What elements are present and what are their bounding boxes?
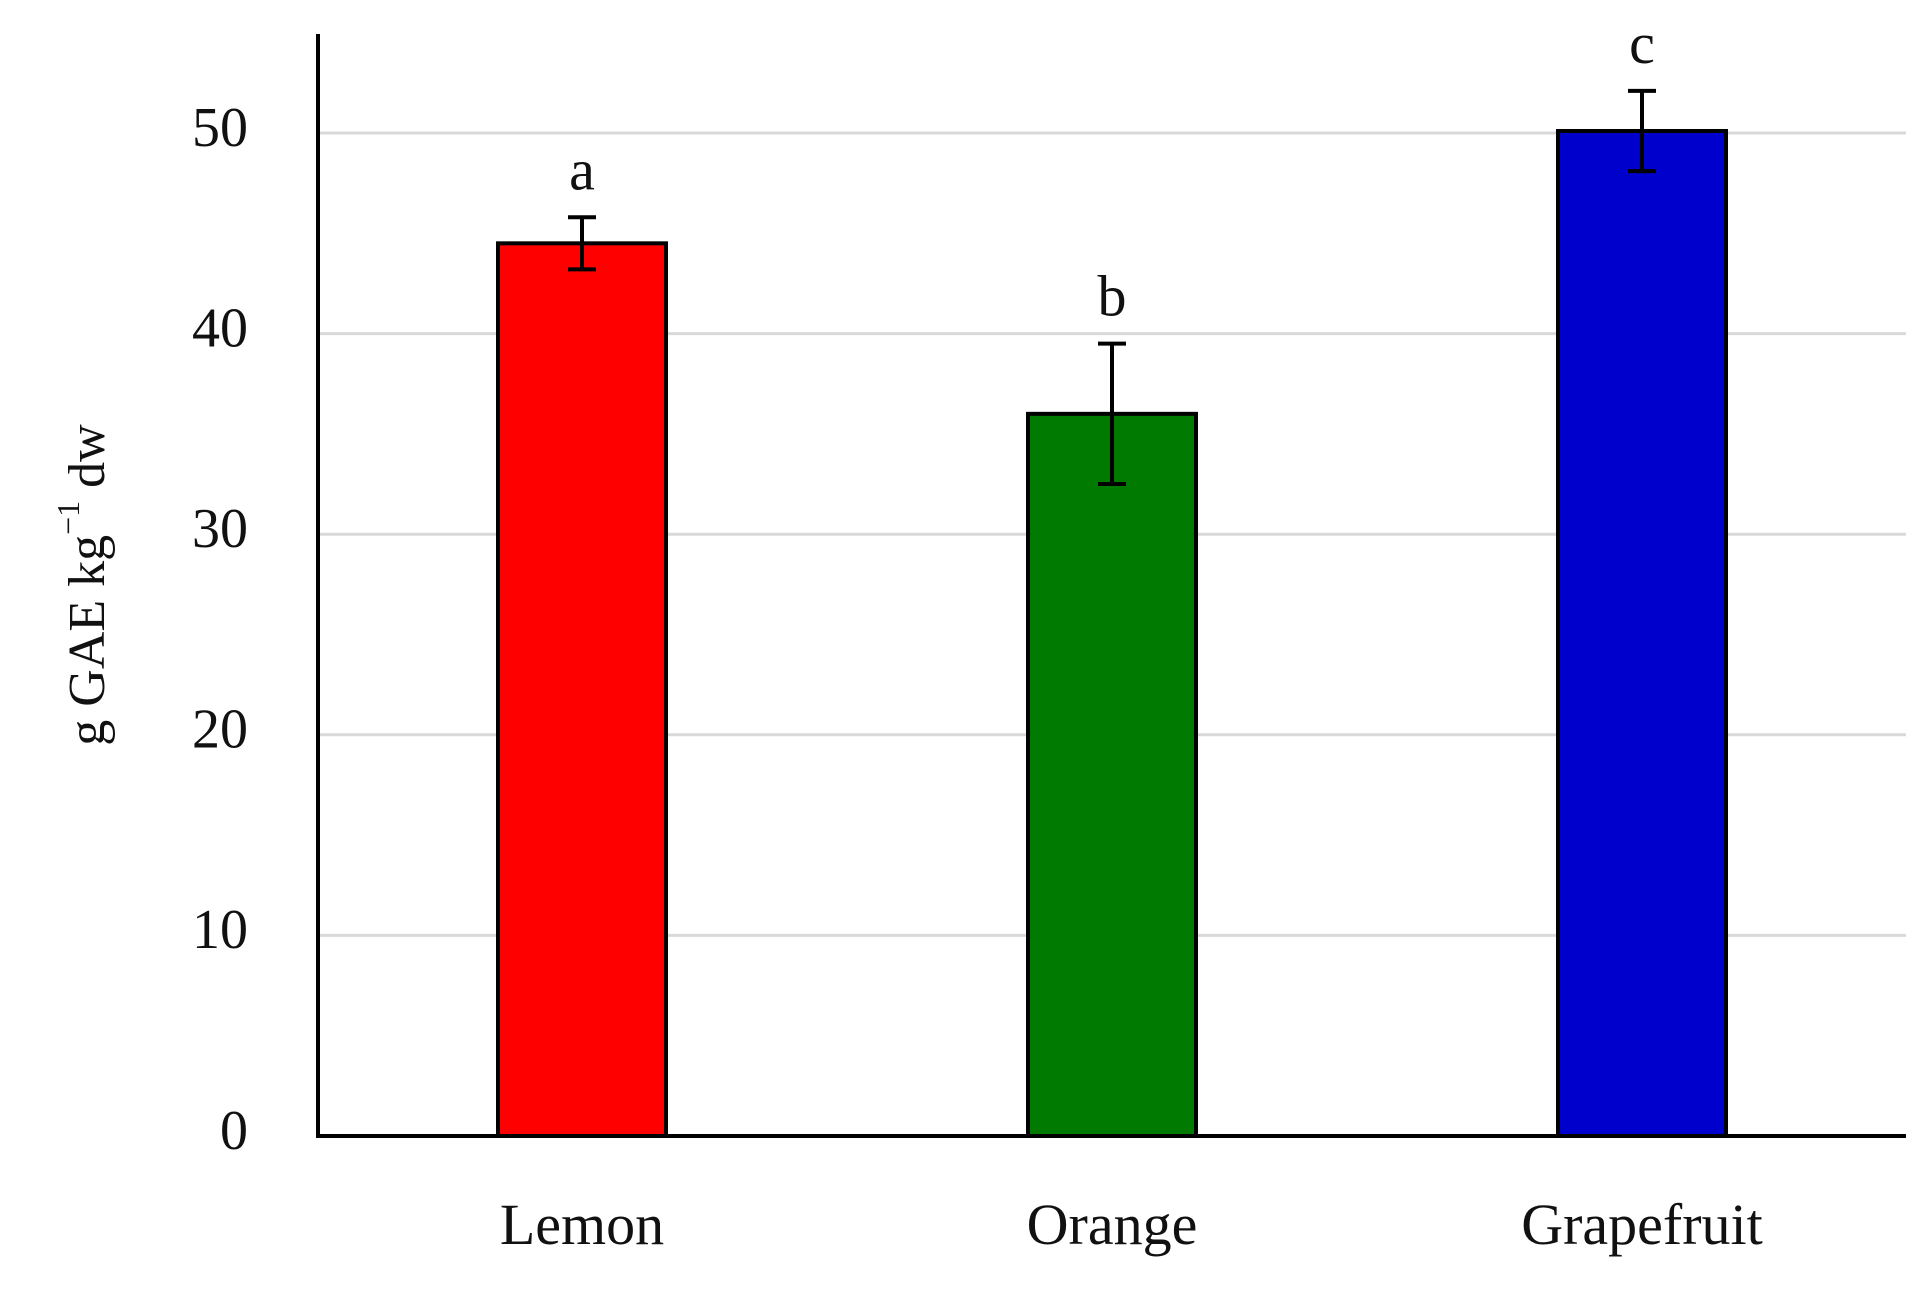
x-category-labels: Lemon Orange Grapefruit xyxy=(500,1192,1763,1257)
significance-letter-grapefruit: c xyxy=(1629,11,1655,76)
y-tick-label: 0 xyxy=(220,1100,248,1162)
significance-letter-orange: b xyxy=(1098,264,1127,329)
axes xyxy=(316,34,1906,1138)
x-category-label-lemon: Lemon xyxy=(500,1192,664,1257)
bars xyxy=(496,128,1728,1138)
error-bar-lemon xyxy=(568,215,596,272)
error-bars xyxy=(568,88,1656,487)
y-tick-label: 40 xyxy=(192,297,248,359)
x-category-label-orange: Orange xyxy=(1027,1192,1198,1257)
y-tick-label: 50 xyxy=(192,97,248,159)
bar-grapefruit xyxy=(1556,128,1728,1138)
bar-orange xyxy=(1026,411,1198,1138)
y-tick-label: 10 xyxy=(192,899,248,961)
error-bar-grapefruit xyxy=(1628,88,1656,174)
y-tick-label: 20 xyxy=(192,699,248,761)
significance-letter-lemon: a xyxy=(569,137,595,202)
y-axis-title: g GAE kg−1 dw xyxy=(50,424,116,746)
significance-letters: a b c xyxy=(569,11,1655,329)
y-tick-label: 30 xyxy=(192,498,248,560)
error-bar-orange xyxy=(1098,341,1126,487)
x-category-label-grapefruit: Grapefruit xyxy=(1521,1192,1763,1257)
y-tick-labels: 0 10 20 30 40 50 xyxy=(192,97,248,1162)
bar-lemon xyxy=(496,241,668,1138)
